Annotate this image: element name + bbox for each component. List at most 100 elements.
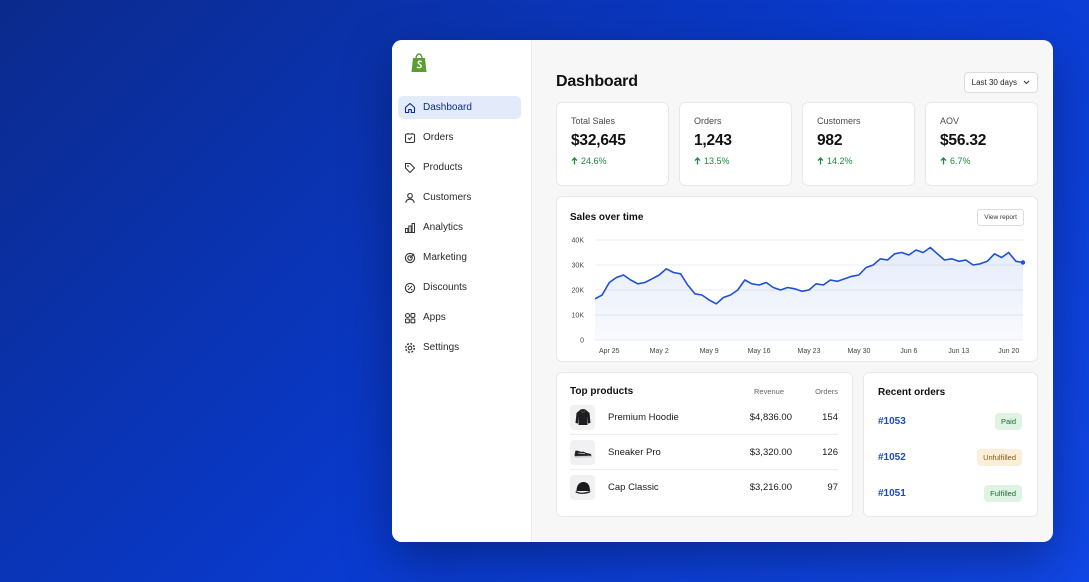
recent-orders-header: Recent orders [878, 385, 1022, 399]
sidebar-item-label: Marketing [423, 252, 467, 263]
kpi-label: Orders [694, 116, 722, 126]
sidebar-item-dashboard[interactable]: Dashboard [398, 96, 521, 119]
chevron-down-icon [1023, 80, 1030, 84]
x-tick-label: Jun 13 [948, 348, 969, 355]
top-products-card: Top products Revenue Orders Premium Hood… [556, 372, 853, 517]
x-tick-label: Apr 25 [599, 348, 620, 355]
sidebar-item-label: Customers [423, 192, 472, 203]
product-row[interactable]: Cap Classic $3,216.00 97 [570, 470, 838, 505]
sidebar: Dashboard Orders Products Customers Anal… [392, 40, 532, 542]
arrow-up-icon [940, 157, 947, 165]
order-link[interactable]: #1051 [878, 487, 906, 499]
kpi-card-customers[interactable]: Customers 982 14.2% [802, 102, 915, 186]
order-link[interactable]: #1053 [878, 415, 906, 427]
y-tick-label: 10K [572, 313, 585, 320]
apps-icon [404, 312, 416, 323]
product-orders: 154 [822, 411, 838, 423]
sidebar-item-label: Discounts [423, 282, 467, 293]
y-tick-label: 20K [572, 288, 585, 295]
product-name: Sneaker Pro [608, 446, 661, 458]
kpi-label: Total Sales [571, 116, 616, 126]
view-report-button[interactable]: View report [977, 209, 1024, 226]
sidebar-item-settings[interactable]: Settings [398, 336, 521, 359]
product-orders: 126 [822, 446, 838, 458]
discount-icon [404, 282, 416, 293]
sales-point [1020, 260, 1026, 265]
sidebar-item-discounts[interactable]: Discounts [398, 276, 521, 299]
kpi-value: $32,645 [571, 132, 626, 149]
kpi-value: 982 [817, 132, 843, 149]
sneaker-icon [574, 450, 592, 458]
sidebar-item-label: Products [423, 162, 463, 173]
top-products-title: Top products [570, 385, 634, 397]
bottom-row: Top products Revenue Orders Premium Hood… [556, 372, 1038, 517]
product-orders: 97 [827, 482, 838, 493]
kpi-delta-value: 24.6% [581, 156, 607, 166]
x-tick-label: Jun 6 [900, 348, 917, 355]
tag-icon [404, 162, 416, 173]
sidebar-item-label: Apps [423, 312, 446, 323]
arrow-up-icon [817, 157, 824, 165]
sidebar-item-label: Settings [423, 342, 460, 353]
date-range-select[interactable]: Last 30 days [963, 71, 1038, 93]
arrow-up-icon [571, 157, 578, 165]
status-badge: Paid [994, 412, 1022, 430]
person-icon [405, 192, 415, 203]
product-revenue: $3,216.00 [749, 482, 792, 493]
sales-area [595, 247, 1023, 340]
kpi-delta: 13.5% [694, 156, 791, 166]
kpi-delta-value: 6.7% [950, 156, 971, 166]
sidebar-item-orders[interactable]: Orders [398, 126, 521, 149]
y-tick-label: 40K [572, 238, 585, 245]
kpi-card-aov[interactable]: AOV $56.32 6.7% [925, 102, 1038, 186]
kpi-card-total-sales[interactable]: Total Sales $32,645 24.6% [556, 102, 669, 186]
x-tick-label: May 9 [700, 348, 719, 355]
top-products-header: Top products Revenue Orders [570, 384, 838, 398]
column-header-revenue[interactable]: Revenue [754, 386, 785, 396]
kpi-label: AOV [940, 116, 960, 126]
chart-title: Sales over time [570, 212, 644, 223]
page-header: Dashboard Last 30 days [556, 71, 1038, 93]
shopify-bag-icon[interactable] [410, 53, 428, 73]
kpi-card-orders[interactable]: Orders 1,243 13.5% [679, 102, 792, 186]
sidebar-item-label: Dashboard [423, 102, 472, 113]
sidebar-item-label: Orders [423, 132, 454, 143]
product-name: Cap Classic [608, 482, 659, 493]
product-row[interactable]: Premium Hoodie $4,836.00 154 [570, 400, 838, 435]
kpi-delta-value: 14.2% [827, 156, 853, 166]
x-tick-label: May 30 [847, 348, 870, 355]
recent-orders-title: Recent orders [878, 386, 946, 398]
sales-chart: 0 10K 20K 30K 40K Apr 25 May 2 May 9 May 16 May 2… [572, 238, 1026, 355]
orders-icon [404, 132, 416, 143]
analytics-icon [405, 222, 416, 233]
cap-icon [575, 481, 590, 494]
product-thumbnail [570, 475, 595, 500]
column-header-orders[interactable]: Orders [815, 386, 838, 396]
order-row: #1051 Fulfilled [878, 475, 1022, 511]
kpi-row: Total Sales $32,645 24.6% Orders 1,243 1… [556, 102, 1038, 186]
order-row: #1052 Unfulfilled [878, 439, 1022, 475]
kpi-delta: 6.7% [940, 156, 1037, 166]
kpi-delta: 24.6% [571, 156, 668, 166]
product-name: Premium Hoodie [608, 411, 679, 423]
order-row: #1053 Paid [878, 403, 1022, 439]
main-content: Dashboard Last 30 days Total Sales $32,6… [532, 40, 1053, 542]
sidebar-item-marketing[interactable]: Marketing [398, 246, 521, 269]
sales-chart-card: 0 10K 20K 30K 40K Apr 25 May 2 May 9 May 16 May 2… [556, 196, 1038, 362]
kpi-delta: 14.2% [817, 156, 914, 166]
sales-line [594, 246, 1024, 305]
sidebar-item-analytics[interactable]: Analytics [398, 216, 521, 239]
product-revenue: $3,320.00 [749, 446, 792, 458]
page-title: Dashboard [556, 73, 638, 90]
product-revenue: $4,836.00 [749, 411, 792, 423]
sidebar-item-apps[interactable]: Apps [398, 306, 521, 329]
sidebar-nav: Dashboard Orders Products Customers Anal… [398, 96, 521, 359]
product-row[interactable]: Sneaker Pro $3,320.00 126 [570, 435, 838, 470]
gear-icon [404, 342, 416, 353]
status-badge: Fulfilled [984, 484, 1022, 502]
status-badge: Unfulfilled [977, 448, 1022, 466]
arrow-up-icon [694, 157, 701, 165]
order-link[interactable]: #1052 [878, 451, 906, 463]
sidebar-item-customers[interactable]: Customers [398, 186, 521, 209]
sidebar-item-products[interactable]: Products [398, 156, 521, 179]
